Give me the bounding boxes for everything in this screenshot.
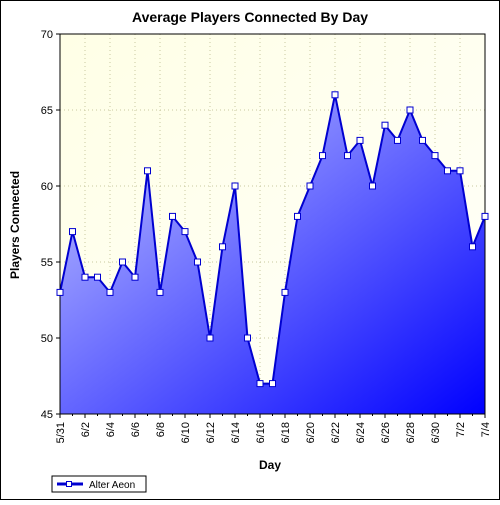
data-point-marker xyxy=(456,167,464,175)
x-tick-label: 6/2 xyxy=(80,422,92,437)
data-point-marker xyxy=(419,136,426,144)
data-point-marker xyxy=(444,167,451,175)
data-point-marker xyxy=(256,380,264,388)
data-point-marker xyxy=(331,91,339,99)
y-axis-label: Players Connected xyxy=(8,171,22,279)
x-tick-label: 6/18 xyxy=(280,422,292,443)
data-point-marker xyxy=(231,182,239,190)
chart-title: Average Players Connected By Day xyxy=(132,9,368,25)
data-point-marker xyxy=(144,167,151,175)
x-tick-label: 6/30 xyxy=(430,422,442,443)
x-tick-label: 6/20 xyxy=(305,422,317,443)
y-tick-label: 70 xyxy=(41,29,53,41)
data-point-marker xyxy=(194,258,201,266)
x-tick-label: 6/6 xyxy=(130,422,142,437)
data-point-marker xyxy=(94,273,101,281)
data-point-marker xyxy=(181,228,189,236)
x-tick-label: 6/24 xyxy=(355,422,367,443)
x-tick-label: 6/28 xyxy=(405,422,417,443)
data-point-marker xyxy=(281,288,289,296)
data-point-marker xyxy=(406,106,414,114)
y-tick-label: 45 xyxy=(41,409,53,421)
data-point-marker xyxy=(344,152,351,160)
data-point-marker xyxy=(106,288,114,296)
legend-swatch-marker xyxy=(66,481,72,487)
x-tick-label: 6/10 xyxy=(180,422,192,443)
x-tick-label: 5/31 xyxy=(55,422,67,443)
tick-labels: 45 50 55 60 65 70 5/31 6/2 6/4 6/6 6/8 6/10 6/12 6/14… xyxy=(41,29,492,443)
data-point-marker xyxy=(119,258,126,266)
axes xyxy=(56,33,486,418)
data-point-marker xyxy=(219,243,226,251)
data-point-marker xyxy=(319,152,326,160)
data-point-marker xyxy=(394,136,401,144)
data-point-marker xyxy=(369,182,376,190)
data-point-marker xyxy=(169,212,176,220)
y-tick-label: 60 xyxy=(41,181,53,193)
data-point-marker xyxy=(69,228,76,236)
data-point-marker xyxy=(206,334,214,342)
data-point-marker xyxy=(269,380,276,388)
data-point-marker xyxy=(381,121,389,129)
data-point-marker xyxy=(244,334,251,342)
x-tick-label: 6/26 xyxy=(380,422,392,443)
data-point-marker xyxy=(156,288,164,296)
data-point-marker xyxy=(56,288,64,296)
y-tick-label: 65 xyxy=(41,105,53,117)
y-tick-label: 50 xyxy=(41,333,53,345)
data-point-marker xyxy=(306,182,314,190)
x-tick-label: 6/4 xyxy=(105,422,117,437)
data-point-marker xyxy=(131,273,139,281)
legend-box xyxy=(51,475,147,493)
data-point-marker xyxy=(81,273,89,281)
data-point-marker xyxy=(294,212,301,220)
legend: Alter Aeon xyxy=(51,475,147,493)
x-tick-label: 6/16 xyxy=(255,422,267,443)
data-point-marker xyxy=(356,136,364,144)
series-markers xyxy=(56,91,489,388)
data-point-marker xyxy=(469,243,476,251)
series-fill-area xyxy=(60,94,485,415)
x-tick-label: 7/4 xyxy=(480,422,492,437)
data-point-marker xyxy=(481,212,489,220)
x-tick-label: 6/12 xyxy=(205,422,217,443)
x-tick-label: 6/14 xyxy=(230,422,242,443)
data-point-marker xyxy=(431,152,439,160)
y-tick-label: 55 xyxy=(41,257,53,269)
legend-label: Alter Aeon xyxy=(89,480,135,491)
x-tick-label: 6/8 xyxy=(155,422,167,437)
x-axis-label: Day xyxy=(259,458,281,472)
x-tick-label: 6/22 xyxy=(330,422,342,443)
x-tick-label: 7/2 xyxy=(455,422,467,437)
